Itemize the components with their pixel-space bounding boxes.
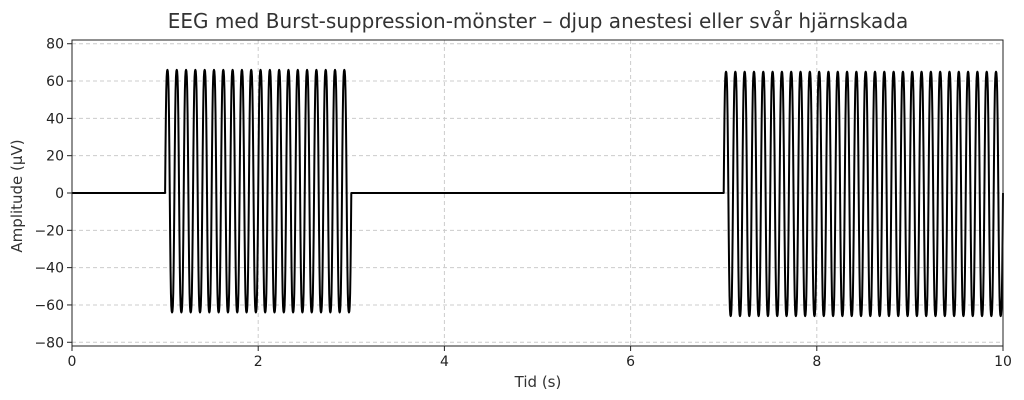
chart-title: EEG med Burst-suppression-mönster – djup… <box>168 9 908 33</box>
y-tick-label: 40 <box>46 111 64 127</box>
x-tick-label: 2 <box>254 354 263 370</box>
y-axis: −80 −60 −40 −20 0 20 40 60 80 <box>34 37 72 351</box>
y-tick-label: 0 <box>55 186 64 202</box>
x-axis: 0 2 4 6 8 10 <box>68 346 1012 370</box>
x-tick-label: 8 <box>812 354 821 370</box>
x-axis-label: Tid (s) <box>514 373 562 391</box>
y-tick-label: −60 <box>34 298 64 314</box>
x-tick-label: 10 <box>994 354 1012 370</box>
y-axis-label: Amplitude (µV) <box>8 139 26 252</box>
x-tick-label: 4 <box>440 354 449 370</box>
y-tick-label: −40 <box>34 261 64 277</box>
y-tick-label: −20 <box>34 223 64 239</box>
x-tick-label: 6 <box>626 354 635 370</box>
trace-layer <box>72 68 1004 318</box>
y-tick-label: 60 <box>46 74 64 90</box>
eeg-trace-line <box>72 68 1004 318</box>
y-tick-label: 20 <box>46 149 64 165</box>
x-tick-label: 0 <box>68 354 77 370</box>
y-tick-label: 80 <box>46 37 64 53</box>
y-tick-label: −80 <box>34 335 64 351</box>
